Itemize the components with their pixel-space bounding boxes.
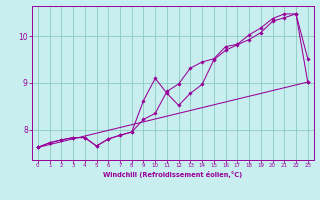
X-axis label: Windchill (Refroidissement éolien,°C): Windchill (Refroidissement éolien,°C): [103, 171, 243, 178]
